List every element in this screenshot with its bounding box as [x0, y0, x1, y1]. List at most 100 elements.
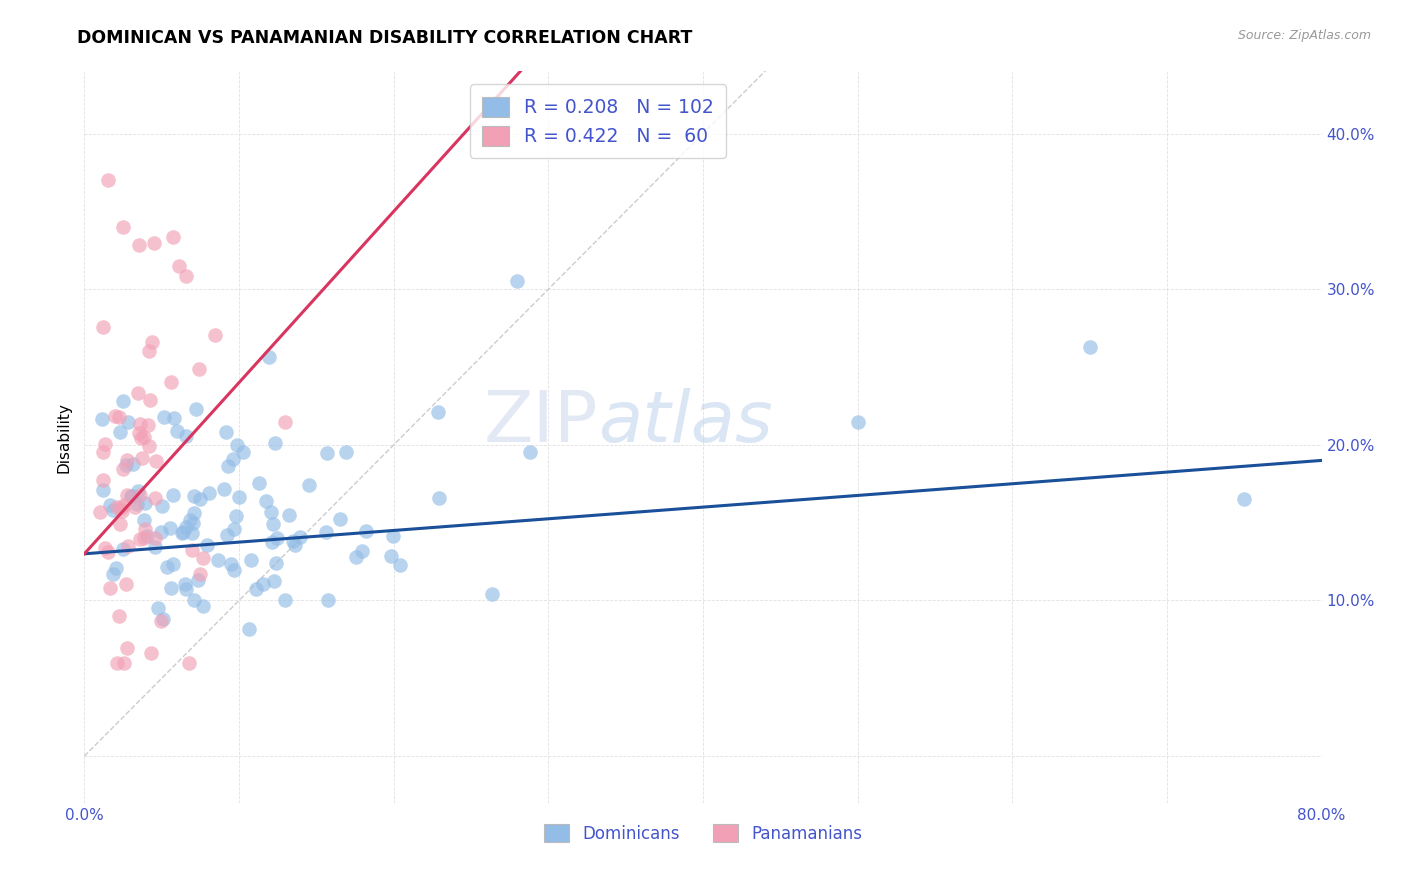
Point [183, 506, 205, 520]
Point [91, 483, 114, 497]
Point [281, 533, 304, 548]
Point [112, 498, 135, 512]
Point [187, 361, 209, 376]
Point [104, 409, 127, 424]
Point [143, 235, 166, 250]
Point [112, 219, 135, 234]
Point [195, 538, 218, 552]
Point [150, 615, 173, 629]
Point [115, 453, 138, 467]
Point [120, 489, 142, 503]
Point [389, 558, 412, 572]
Point [257, 350, 280, 364]
Point [111, 462, 134, 476]
Point [162, 487, 184, 501]
Point [252, 576, 274, 591]
Point [217, 458, 239, 473]
Point [380, 549, 402, 563]
Point [145, 453, 167, 467]
Point [156, 559, 179, 574]
Point [176, 269, 198, 284]
Point [159, 521, 181, 535]
Point [225, 508, 247, 523]
Point [298, 478, 321, 492]
Point [115, 640, 138, 655]
Point [96, 173, 118, 187]
Point [180, 526, 202, 541]
Point [262, 517, 284, 532]
Point [141, 646, 163, 660]
Point [114, 458, 136, 472]
Point [152, 612, 174, 626]
Point [160, 375, 183, 389]
Point [260, 505, 283, 519]
Point [225, 437, 247, 451]
Point [481, 587, 503, 601]
Point [131, 450, 153, 465]
Point [150, 524, 173, 539]
Point [129, 417, 152, 431]
Point [105, 500, 128, 515]
Point [110, 500, 132, 515]
Point [132, 430, 155, 444]
Point [112, 541, 135, 556]
Point [150, 499, 173, 513]
Point [170, 525, 193, 540]
Point [153, 409, 176, 424]
Point [138, 439, 160, 453]
Point [128, 425, 150, 440]
Point [228, 490, 250, 504]
Point [91, 473, 114, 487]
Point [191, 599, 214, 614]
Point [89, 505, 111, 519]
Point [167, 259, 190, 273]
Point [186, 402, 208, 417]
Point [264, 435, 287, 450]
Point [207, 553, 229, 567]
Point [159, 581, 181, 595]
Point [177, 656, 200, 670]
Point [273, 593, 295, 607]
Point [350, 543, 373, 558]
Point [128, 238, 150, 252]
Point [129, 431, 152, 445]
Point [266, 532, 288, 546]
Point [519, 445, 541, 459]
Point [93, 437, 115, 451]
Point [198, 485, 221, 500]
Point [329, 512, 352, 526]
Point [121, 490, 143, 504]
Point [115, 488, 138, 502]
Text: DOMINICAN VS PANAMANIAN DISABILITY CORRELATION CHART: DOMINICAN VS PANAMANIAN DISABILITY CORRE… [77, 29, 693, 46]
Point [506, 275, 529, 289]
Point [105, 656, 128, 670]
Point [146, 601, 169, 615]
Text: atlas: atlas [598, 388, 772, 457]
Point [108, 410, 131, 425]
Point [104, 560, 127, 574]
Point [266, 556, 288, 570]
Point [354, 524, 377, 539]
Point [214, 425, 236, 439]
Point [139, 392, 162, 407]
Point [129, 533, 152, 547]
Point [143, 540, 166, 554]
Point [163, 410, 186, 425]
Point [174, 577, 197, 591]
Point [138, 344, 160, 359]
Y-axis label: Disability: Disability [56, 401, 72, 473]
Point [141, 335, 163, 350]
Point [179, 513, 201, 527]
Point [98, 498, 121, 512]
Point [132, 531, 155, 545]
Point [132, 513, 155, 527]
Point [115, 577, 138, 591]
Point [245, 582, 267, 596]
Point [108, 609, 131, 624]
Point [101, 503, 124, 517]
Point [176, 582, 198, 597]
Point [91, 412, 114, 426]
Point [315, 445, 337, 459]
Point [143, 491, 166, 505]
Point [222, 563, 245, 577]
